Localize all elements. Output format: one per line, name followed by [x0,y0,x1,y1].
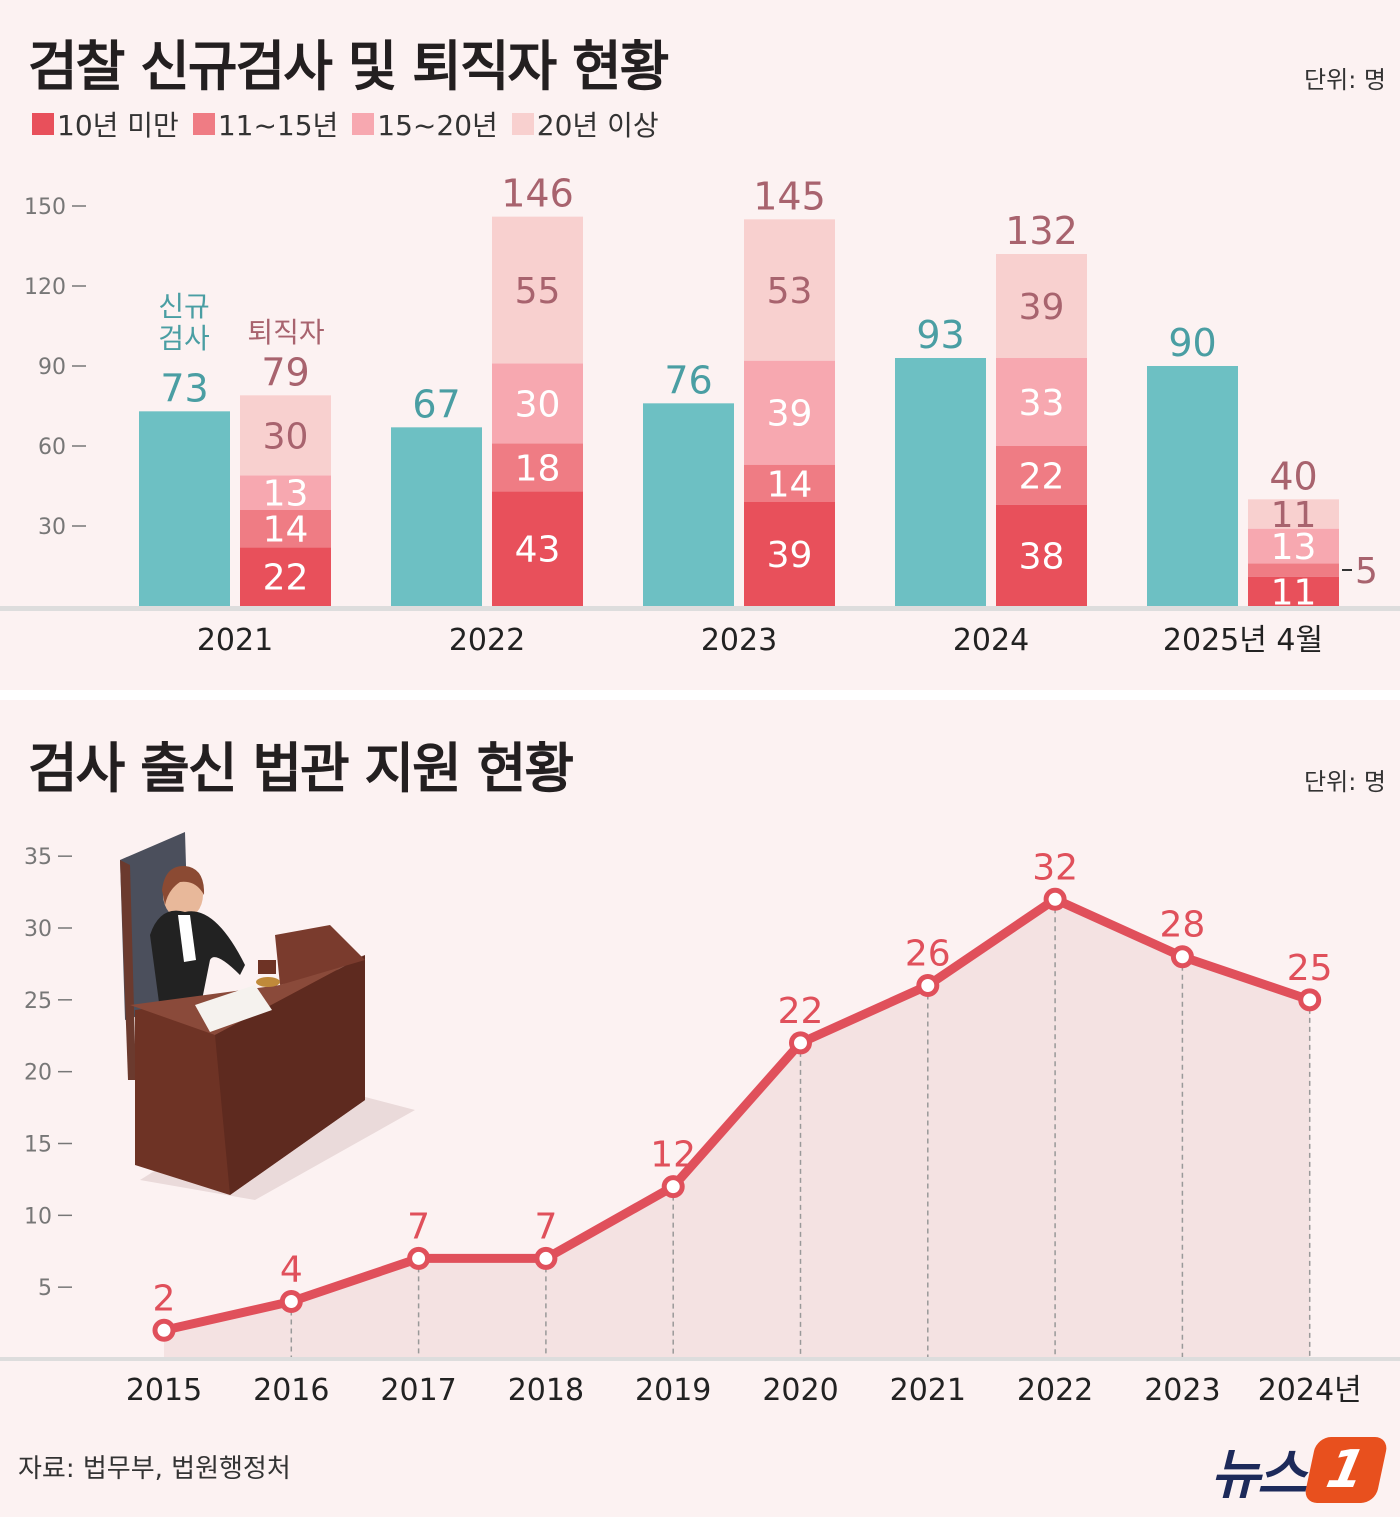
x-tick-label: 2024 [953,623,1029,658]
legend-swatch [352,113,375,135]
bar-segment-1 [1248,563,1339,577]
bar-segment-2 [240,475,331,510]
x-tick-label: 2021 [197,623,273,658]
bar-new-label: 76 [664,358,712,402]
segment-label: 30 [263,416,309,457]
legend-swatch [192,113,215,135]
bar-total-label: 146 [501,172,574,216]
legend-label: 10년 미만 [57,109,179,142]
segment-label: 14 [767,464,813,505]
segment-label: 13 [263,474,309,515]
bar-new-prosecutors [391,427,482,606]
bar-segment-3 [996,254,1087,358]
new-prosecutors-annotation: 신규 [158,290,210,323]
news1-logo: 뉴스 1 [1210,1430,1390,1509]
bar-total-label: 132 [1005,209,1078,253]
bar-chart: 3060901201507322141330792021674318305514… [0,172,1400,658]
bar-new-label: 93 [916,313,964,357]
source: 자료: 법무부, 법원행정처 [18,1454,291,1484]
bar-segment-2 [996,358,1087,446]
bar-segment-3 [492,216,583,364]
bar-segment-3 [1248,499,1339,529]
y-tick-label: 90 [38,355,66,380]
segment-label: 11 [1271,495,1317,536]
segment-label: 18 [515,448,561,489]
segment-label: 13 [1271,527,1317,568]
legend-label: 20년 이상 [536,109,659,142]
bottom-unit: 단위: 명 [1304,768,1386,796]
legend-label: 15~20년 [377,109,498,142]
bar-segment-3 [744,219,835,361]
segment-label: 38 [1019,536,1065,577]
bar-segment-3 [240,395,331,476]
bar-segment-0 [996,504,1087,606]
retirees-annotation: 퇴직자 [247,316,324,349]
logo-text: 뉴스 [1210,1443,1307,1506]
bar-new-prosecutors [1147,366,1238,606]
x-tick-label: 2022 [449,623,525,658]
bar-segment-1 [240,510,331,548]
bar-new-prosecutors [643,403,734,606]
bar-total-label: 40 [1269,454,1317,498]
bar-new-prosecutors [139,411,230,606]
legend: 10년 미만 11~15년 15~20년 20년 이상 [32,104,659,144]
new-prosecutors-annotation: 검사 [158,322,210,355]
bottom-panel: 검사 출신 법관 지원 현황 단위: 명 [0,700,1400,1517]
segment-label: 5 [1355,551,1378,592]
segment-label: 55 [515,271,561,312]
top-unit: 단위: 명 [1304,66,1386,94]
segment-label: 22 [263,558,309,599]
legend-item: 20년 이상 [511,104,659,144]
segment-label: 33 [1019,383,1065,424]
y-tick-label: 120 [24,275,66,300]
bar-segment-0 [240,547,331,606]
segment-label: 39 [1019,287,1065,328]
divider [0,690,1400,700]
bar-new-prosecutors [895,358,986,606]
legend-swatch [32,113,54,135]
bar-segment-1 [744,464,835,502]
legend-item: 11~15년 [192,104,339,144]
legend-swatch [511,113,534,135]
bar-new-label: 90 [1168,321,1216,365]
bar-segment-2 [492,363,583,444]
segment-label: 53 [767,271,813,312]
y-tick-label: 30 [38,515,66,540]
bar-segment-2 [1248,528,1339,564]
baseline [0,606,1400,611]
x-tick-label: 2025년 4월 [1163,623,1323,658]
bar-segment-1 [492,443,583,492]
segment-label: 39 [767,535,813,576]
legend-label: 11~15년 [217,109,339,142]
legend-item: 10년 미만 [32,104,179,144]
bar-segment-1 [996,446,1087,505]
bar-segment-0 [1248,576,1339,606]
legend-item: 15~20년 [352,104,498,144]
bar-new-label: 73 [160,366,208,410]
top-panel: 검찰 신규검사 및 퇴직자 현황 단위: 명 10년 미만 11~15년 15~20… [0,0,1400,690]
segment-label: 43 [515,530,561,571]
segment-label: 22 [1019,456,1065,497]
bar-total-label: 145 [753,174,826,218]
bar-segment-0 [492,491,583,606]
bar-new-label: 67 [412,382,460,426]
bar-segment-0 [744,502,835,606]
bar-segment-2 [744,360,835,465]
y-tick-label: 60 [38,435,66,460]
top-title: 검찰 신규검사 및 퇴직자 현황 [28,35,669,98]
bar-total-label: 79 [261,350,309,394]
x-tick-label: 2023 [701,623,777,658]
segment-label: 30 [515,384,561,425]
segment-label: 39 [767,394,813,435]
bottom-title: 검사 출신 법관 지원 현황 [28,737,574,800]
segment-label: 14 [263,510,309,551]
logo-number: 1 [1302,1436,1390,1503]
y-tick-label: 150 [24,195,66,220]
segment-label: 11 [1271,572,1317,613]
